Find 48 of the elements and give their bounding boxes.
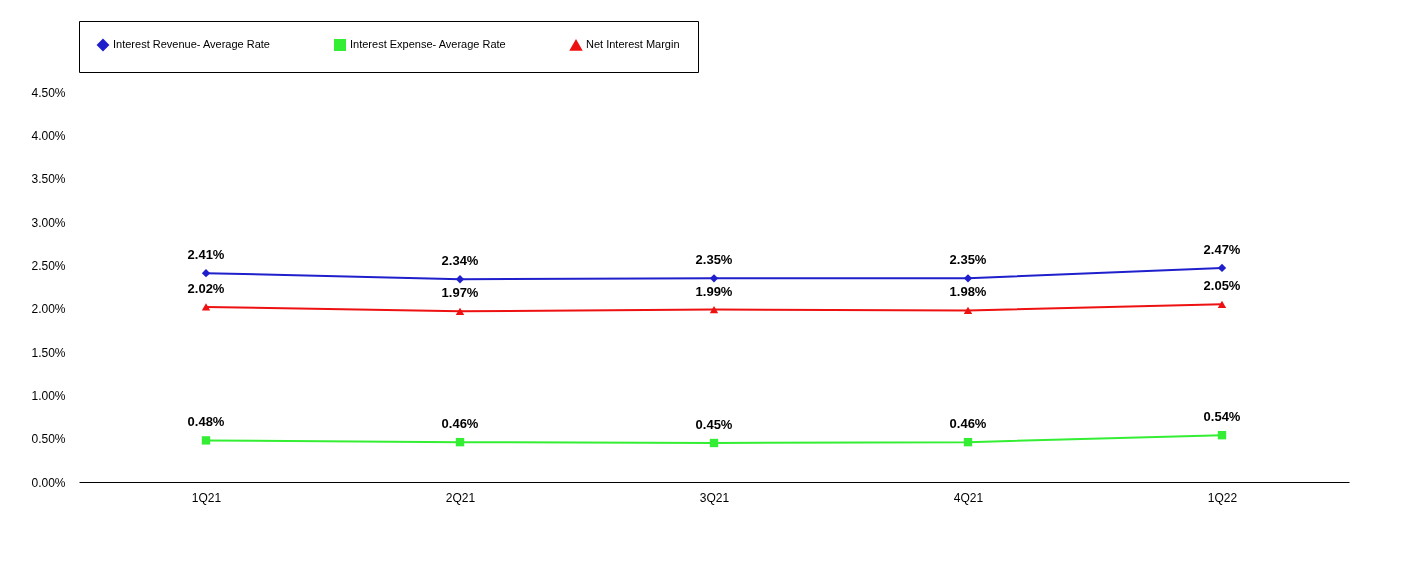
point <box>1217 431 1227 440</box>
x-tick-label: 3Q21 <box>699 490 730 505</box>
data-label: 1.99% <box>695 283 733 299</box>
point <box>709 274 719 283</box>
data-label: 0.54% <box>1203 409 1241 425</box>
x-tick-label: 1Q21 <box>191 490 222 505</box>
data-label: 2.05% <box>1203 278 1241 294</box>
y-tick-label: 2.00% <box>31 302 66 317</box>
y-tick-label: 2.50% <box>31 258 66 273</box>
data-label: 2.35% <box>695 252 733 268</box>
point <box>1217 263 1227 273</box>
data-label: 0.46% <box>441 416 479 432</box>
point <box>455 275 465 284</box>
data-label: 2.41% <box>187 247 225 263</box>
y-tick-label: 0.50% <box>31 432 66 447</box>
x-tick-label: 4Q21 <box>953 490 984 505</box>
data-label: 1.98% <box>949 284 987 300</box>
point <box>963 437 973 447</box>
y-tick-label: 4.00% <box>31 128 66 143</box>
data-label: 0.48% <box>187 414 225 430</box>
y-tick-label: 3.50% <box>31 172 66 187</box>
point <box>963 306 973 315</box>
point <box>455 307 465 315</box>
point <box>201 436 211 445</box>
point <box>709 305 719 314</box>
point <box>709 438 719 448</box>
point <box>201 303 211 311</box>
data-label: 2.35% <box>949 252 987 268</box>
y-tick-label: 0.00% <box>31 475 66 490</box>
data-label: 0.46% <box>949 416 987 432</box>
legend-label: Interest Revenue- Average Rate <box>113 38 270 50</box>
data-label: 2.47% <box>1203 241 1241 257</box>
point <box>1217 300 1227 308</box>
legend-label: Interest Expense- Average Rate <box>350 38 506 50</box>
y-tick-label: 4.50% <box>31 85 66 100</box>
y-tick-label: 1.00% <box>31 388 66 403</box>
x-tick-label: 1Q22 <box>1207 490 1238 505</box>
data-label: 0.45% <box>695 417 733 432</box>
point <box>455 437 465 447</box>
y-tick-label: 3.00% <box>31 215 66 230</box>
data-label: 2.02% <box>187 280 225 296</box>
data-label: 2.34% <box>441 253 479 269</box>
y-tick-label: 1.50% <box>31 345 66 360</box>
x-tick-label: 2Q21 <box>445 490 476 505</box>
data-label: 1.97% <box>441 285 479 301</box>
legend-label: Net Interest Margin <box>586 38 680 51</box>
point <box>963 274 973 283</box>
point <box>201 268 211 278</box>
